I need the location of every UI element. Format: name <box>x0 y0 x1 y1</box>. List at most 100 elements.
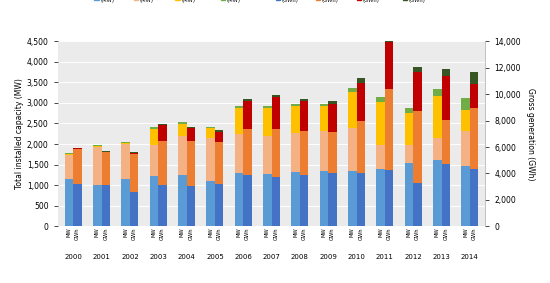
Bar <box>150 129 158 145</box>
Bar <box>433 160 442 226</box>
Bar <box>178 123 186 124</box>
Legend: Hydropower
(MW), Thermal - oil
(MW), Thermal - coal
(MW), Other renewables
(MW),: Hydropower (MW), Thermal - oil (MW), The… <box>94 0 456 4</box>
Bar <box>405 108 413 113</box>
Bar <box>102 185 110 226</box>
Bar <box>93 146 102 147</box>
Bar <box>130 152 139 153</box>
Bar <box>376 169 385 226</box>
Bar <box>93 145 102 146</box>
Bar <box>300 101 309 131</box>
Bar <box>320 106 328 131</box>
Bar <box>215 184 223 226</box>
Bar <box>263 136 272 174</box>
Bar <box>178 175 186 226</box>
Bar <box>243 175 252 226</box>
Bar <box>122 142 130 143</box>
Bar <box>348 171 356 226</box>
Bar <box>328 173 337 226</box>
Bar <box>73 149 82 184</box>
Bar <box>461 166 470 226</box>
Bar <box>158 185 167 226</box>
Bar <box>292 106 300 133</box>
Bar <box>433 138 442 160</box>
Bar <box>356 121 365 173</box>
Bar <box>122 179 130 226</box>
Bar <box>272 177 280 226</box>
Bar <box>263 174 272 226</box>
Bar <box>178 136 186 175</box>
Bar <box>186 186 195 226</box>
Bar <box>385 89 393 170</box>
Bar <box>376 145 385 169</box>
Bar <box>348 92 356 128</box>
Bar <box>385 170 393 226</box>
Bar <box>65 153 73 154</box>
Bar <box>348 88 356 92</box>
Bar <box>300 99 309 101</box>
Bar <box>413 111 422 183</box>
Bar <box>328 104 337 132</box>
Bar <box>385 42 393 89</box>
Bar <box>93 185 102 226</box>
Bar <box>300 131 309 175</box>
Bar <box>292 104 300 106</box>
Bar <box>413 67 422 72</box>
Bar <box>348 128 356 171</box>
Bar <box>65 179 73 226</box>
Bar <box>320 104 328 106</box>
Bar <box>461 110 470 131</box>
Bar <box>130 192 139 226</box>
Bar <box>292 172 300 226</box>
Bar <box>102 151 110 152</box>
Bar <box>413 72 422 111</box>
Bar <box>470 108 478 169</box>
Bar <box>215 142 223 184</box>
Bar <box>328 132 337 173</box>
Bar <box>405 113 413 145</box>
Y-axis label: Total installed capacity (MW): Total installed capacity (MW) <box>15 78 24 189</box>
Bar <box>243 129 252 175</box>
Bar <box>263 106 272 108</box>
Bar <box>356 173 365 226</box>
Bar <box>178 124 186 136</box>
Bar <box>470 84 478 108</box>
Bar <box>470 169 478 226</box>
Bar <box>150 176 158 226</box>
Bar <box>320 131 328 171</box>
Bar <box>433 89 442 96</box>
Bar <box>405 163 413 226</box>
Bar <box>93 147 102 185</box>
Bar <box>376 97 385 102</box>
Bar <box>442 164 450 226</box>
Bar <box>243 101 252 129</box>
Bar <box>235 108 243 134</box>
Bar <box>158 124 167 125</box>
Bar <box>320 171 328 226</box>
Bar <box>158 125 167 141</box>
Bar <box>186 128 195 141</box>
Bar <box>122 143 130 144</box>
Bar <box>235 106 243 108</box>
Bar <box>385 37 393 42</box>
Bar <box>442 120 450 164</box>
Bar <box>263 108 272 136</box>
Bar <box>206 127 215 128</box>
Bar <box>356 83 365 121</box>
Bar <box>328 101 337 104</box>
Bar <box>243 99 252 101</box>
Bar <box>158 141 167 185</box>
Bar <box>356 78 365 83</box>
Bar <box>186 127 195 128</box>
Bar <box>470 72 478 84</box>
Bar <box>73 184 82 226</box>
Bar <box>206 128 215 138</box>
Bar <box>122 144 130 179</box>
Bar <box>130 154 139 192</box>
Bar <box>272 129 280 177</box>
Bar <box>413 183 422 226</box>
Bar <box>73 148 82 149</box>
Bar <box>150 145 158 176</box>
Bar <box>65 155 73 179</box>
Bar <box>272 95 280 97</box>
Bar <box>215 132 223 142</box>
